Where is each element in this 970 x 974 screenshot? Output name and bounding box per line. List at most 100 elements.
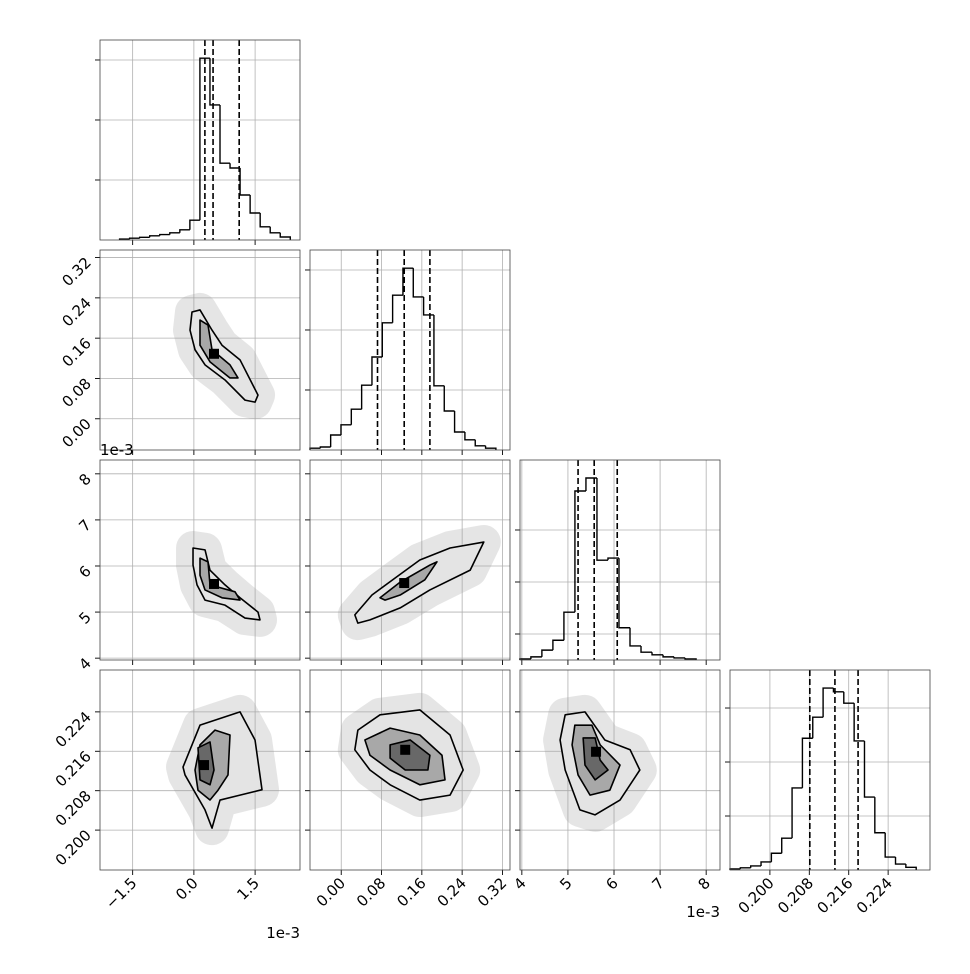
y-tick-label: 6 xyxy=(75,562,94,581)
histogram-step xyxy=(329,434,341,447)
histogram-step xyxy=(381,322,393,357)
histogram-step xyxy=(770,852,782,862)
histogram-step xyxy=(607,557,619,561)
histogram-step xyxy=(629,627,642,647)
histogram-step xyxy=(618,558,630,629)
histogram-step xyxy=(894,857,906,865)
histogram-step xyxy=(474,439,486,447)
panel-frame xyxy=(309,669,511,871)
histogram-step xyxy=(530,656,542,659)
y-tick-label: 4 xyxy=(75,654,94,673)
histogram-step xyxy=(219,104,231,164)
histogram-step xyxy=(391,294,403,323)
panel-frame xyxy=(99,249,301,451)
x-tick-label: 0.08 xyxy=(353,874,389,910)
density-peak xyxy=(400,744,411,755)
y-tick-label: 7 xyxy=(75,516,94,535)
histogram-step xyxy=(749,865,762,868)
histogram-step xyxy=(169,232,180,235)
contour xyxy=(582,737,609,781)
histogram-step xyxy=(640,645,653,653)
density-peak xyxy=(591,746,602,757)
histogram-step xyxy=(651,652,664,656)
y-tick-label: 0.00 xyxy=(58,415,94,451)
histogram-step xyxy=(433,314,445,387)
histogram-step xyxy=(843,691,855,704)
y-offset-label: 1e-3 xyxy=(100,441,134,459)
histogram-step xyxy=(138,236,150,239)
contour xyxy=(199,557,241,601)
histogram-step xyxy=(371,356,383,386)
density xyxy=(337,692,481,818)
y-tick-label: 0.224 xyxy=(52,708,95,751)
histogram-step xyxy=(464,431,476,441)
panel-frame xyxy=(99,669,301,871)
histogram-step xyxy=(596,477,608,561)
x-tick-label: −1.5 xyxy=(102,874,140,912)
panel-frame xyxy=(519,459,721,661)
histogram-step xyxy=(832,688,844,693)
histogram-step xyxy=(905,864,917,870)
x-tick-label: 4 xyxy=(510,874,529,893)
x-tick-label: 7 xyxy=(648,874,667,893)
density xyxy=(337,525,501,641)
histogram-step xyxy=(239,167,251,196)
x-tick-label: 0.16 xyxy=(393,874,429,910)
x-tick-label: 1.5 xyxy=(233,874,263,904)
x-tick-label: 6 xyxy=(602,874,621,893)
histogram-step xyxy=(189,219,200,230)
histogram-step xyxy=(812,716,824,739)
y-tick-label: 0.216 xyxy=(52,747,95,790)
density-peak xyxy=(209,578,219,589)
density-peak xyxy=(199,760,209,771)
histogram-step xyxy=(199,57,210,221)
histogram-step xyxy=(453,410,465,433)
density-peak xyxy=(399,578,410,589)
histogram-step xyxy=(684,657,697,660)
y-tick-label: 0.16 xyxy=(58,334,94,370)
histogram-step xyxy=(279,232,291,240)
histogram-step xyxy=(340,424,352,435)
histogram-step xyxy=(360,384,372,410)
histogram-step xyxy=(585,477,597,491)
y-tick-label: 0.24 xyxy=(58,294,94,330)
histogram-step xyxy=(853,703,865,742)
x-tick-label: 0.224 xyxy=(853,874,896,917)
histogram-step xyxy=(552,639,564,651)
y-tick-label: 5 xyxy=(75,608,94,627)
x-tick-label: 5 xyxy=(556,874,575,893)
histogram-step xyxy=(249,194,261,214)
x-tick-label: 0.00 xyxy=(313,874,349,910)
panel: 4 5 6 7 8 xyxy=(510,669,721,894)
y-tick-label: 0.32 xyxy=(58,254,94,290)
panel-frame xyxy=(99,39,301,241)
histogram-step xyxy=(822,687,834,718)
histogram-step xyxy=(884,832,896,858)
histogram-step xyxy=(484,445,497,450)
density xyxy=(166,694,279,846)
histogram-step xyxy=(149,235,160,238)
panel-frame xyxy=(99,459,301,661)
panel xyxy=(95,39,301,245)
histogram-step xyxy=(350,408,362,425)
histogram-step xyxy=(402,267,414,296)
histogram-step xyxy=(412,268,424,298)
histogram-step xyxy=(673,656,686,659)
contour xyxy=(192,547,261,621)
x-tick-label: 0.0 xyxy=(172,874,202,904)
histogram-step xyxy=(739,867,751,869)
panel xyxy=(305,459,511,665)
panel-frame xyxy=(309,459,511,661)
density-peak xyxy=(209,348,219,359)
histogram-step xyxy=(209,58,220,106)
histogram-step xyxy=(760,861,772,866)
panel: 4 5 6 7 8 xyxy=(75,459,301,674)
histogram-step xyxy=(319,446,331,449)
x-offset-label: 1e-3 xyxy=(686,903,720,921)
histogram-step xyxy=(863,740,875,798)
histogram-step xyxy=(128,237,140,240)
x-tick-label: 0.24 xyxy=(434,874,470,910)
y-tick-label: 0.208 xyxy=(52,787,95,830)
